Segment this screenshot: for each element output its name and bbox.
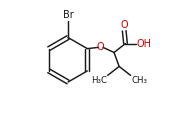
Text: Br: Br xyxy=(63,10,73,20)
Text: CH₃: CH₃ xyxy=(131,76,147,85)
Text: O: O xyxy=(120,20,128,30)
Text: H₃C: H₃C xyxy=(91,76,107,85)
Text: OH: OH xyxy=(137,39,152,49)
Text: O: O xyxy=(97,42,105,52)
